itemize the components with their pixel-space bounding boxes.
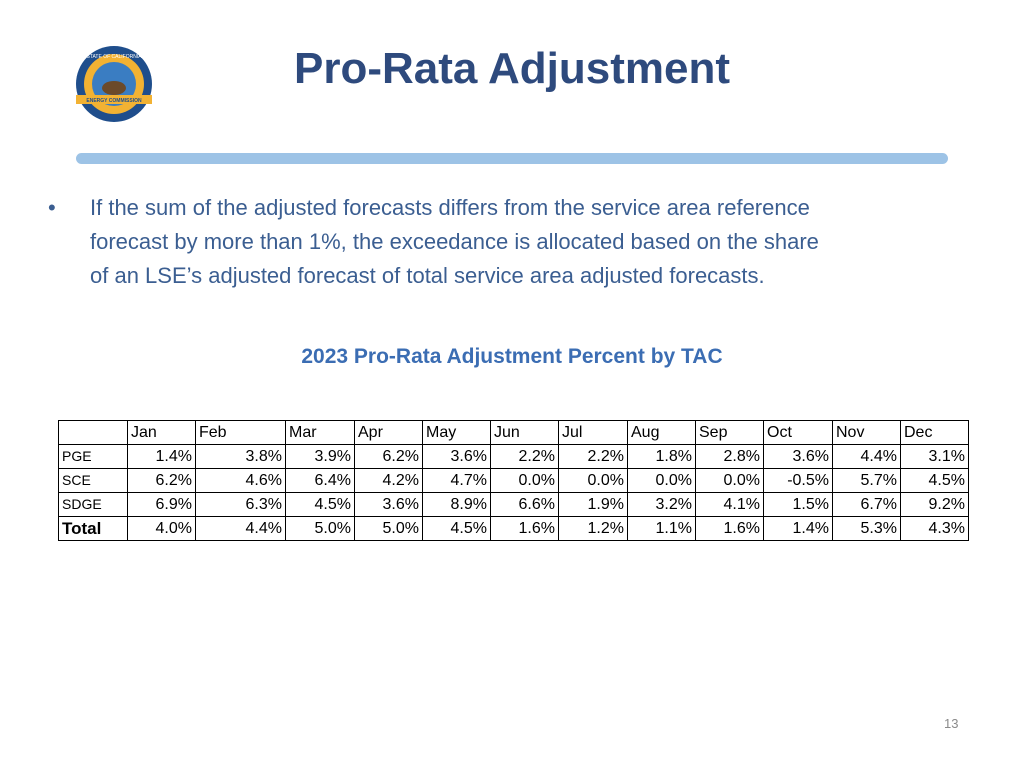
cell: 4.5%	[285, 492, 355, 517]
column-header: Aug	[627, 420, 696, 445]
cell: 3.2%	[627, 492, 696, 517]
cell: 8.9%	[422, 492, 491, 517]
cell: 4.6%	[195, 468, 286, 493]
cell: 0.0%	[627, 468, 696, 493]
cell: 3.6%	[354, 492, 423, 517]
data-row: PGE 1.4% 3.8% 3.9% 6.2% 3.6% 2.2% 2.2% 1.8% 2.8% 3…	[58, 444, 969, 469]
cell: 4.3%	[900, 516, 969, 541]
cell: 6.9%	[127, 492, 196, 517]
cell: 1.5%	[763, 492, 833, 517]
column-header: Jul	[558, 420, 628, 445]
column-header: Mar	[285, 420, 355, 445]
cell: 2.2%	[490, 444, 559, 469]
logo-top-text: STATE OF CALIFORNIA	[86, 54, 142, 60]
cell: 6.4%	[285, 468, 355, 493]
cell: 6.2%	[354, 444, 423, 469]
page-number: 13	[944, 716, 959, 731]
bullet-line: of an LSE’s adjusted forecast of total s…	[90, 263, 765, 288]
cell: 1.6%	[490, 516, 559, 541]
cell: -0.5%	[763, 468, 833, 493]
logo-ribbon	[76, 95, 152, 104]
column-header: Dec	[900, 420, 969, 445]
slide-title: Pro-Rata Adjustment	[294, 44, 730, 93]
cell: 2.2%	[558, 444, 628, 469]
cell: 4.1%	[695, 492, 764, 517]
logo-bear	[102, 81, 126, 95]
row-label: PGE	[58, 444, 128, 469]
cell: 1.2%	[558, 516, 628, 541]
bullet-line: If the sum of the adjusted forecasts dif…	[90, 195, 810, 220]
cell: 4.2%	[354, 468, 423, 493]
cell: 4.5%	[422, 516, 491, 541]
logo-bottom-text: ENERGY COMMISSION	[86, 98, 142, 104]
table-title: 2023 Pro-Rata Adjustment Percent by TAC	[301, 345, 723, 368]
row-label: Total	[58, 516, 128, 541]
column-header: Apr	[354, 420, 423, 445]
logo: STATE OF CALIFORNIA ENERGY COMMISSION	[76, 46, 152, 122]
bullet-dot: •	[48, 195, 56, 220]
cell: 0.0%	[558, 468, 628, 493]
data-table: Jan Feb Mar Apr May Jun Jul Aug Sep Oct Nov Dec PGE 1…	[58, 420, 969, 541]
column-header: Sep	[695, 420, 764, 445]
cell: 4.5%	[900, 468, 969, 493]
header-row: Jan Feb Mar Apr May Jun Jul Aug Sep Oct Nov Dec	[58, 420, 969, 445]
cell: 4.7%	[422, 468, 491, 493]
title-bar	[76, 153, 948, 164]
cell: 3.8%	[195, 444, 286, 469]
cell: 5.0%	[354, 516, 423, 541]
cell: 6.7%	[832, 492, 901, 517]
cell: 1.1%	[627, 516, 696, 541]
cell: 3.9%	[285, 444, 355, 469]
cell: 1.4%	[763, 516, 833, 541]
cell: 5.3%	[832, 516, 901, 541]
cell: 6.3%	[195, 492, 286, 517]
cell: 0.0%	[695, 468, 764, 493]
bullet-line: forecast by more than 1%, the exceedance…	[90, 229, 819, 254]
corner-cell	[58, 420, 128, 445]
column-header: Jun	[490, 420, 559, 445]
cell: 1.8%	[627, 444, 696, 469]
cell: 9.2%	[900, 492, 969, 517]
cell: 3.6%	[422, 444, 491, 469]
cell: 5.7%	[832, 468, 901, 493]
data-row: SDGE 6.9% 6.3% 4.5% 3.6% 8.9% 6.6% 1.9% 3.2% 4.1%…	[58, 492, 969, 517]
cell: 0.0%	[490, 468, 559, 493]
column-header: Nov	[832, 420, 901, 445]
cell: 2.8%	[695, 444, 764, 469]
cell: 4.4%	[832, 444, 901, 469]
cell: 5.0%	[285, 516, 355, 541]
data-row: SCE 6.2% 4.6% 6.4% 4.2% 4.7% 0.0% 0.0% 0.0% 0.0% -…	[58, 468, 969, 493]
column-header: May	[422, 420, 491, 445]
cell: 1.4%	[127, 444, 196, 469]
row-label: SCE	[58, 468, 128, 493]
cell: 6.6%	[490, 492, 559, 517]
cell: 4.4%	[195, 516, 286, 541]
row-label: SDGE	[58, 492, 128, 517]
cell: 4.0%	[127, 516, 196, 541]
column-header: Feb	[195, 420, 286, 445]
cell: 3.6%	[763, 444, 833, 469]
column-header: Jan	[127, 420, 196, 445]
cell: 1.6%	[695, 516, 764, 541]
data-row: Total 4.0% 4.4% 5.0% 5.0% 4.5% 1.6% 1.2% 1.1% 1.6…	[58, 516, 969, 541]
column-header: Oct	[763, 420, 833, 445]
cell: 1.9%	[558, 492, 628, 517]
cell: 6.2%	[127, 468, 196, 493]
cell: 3.1%	[900, 444, 969, 469]
